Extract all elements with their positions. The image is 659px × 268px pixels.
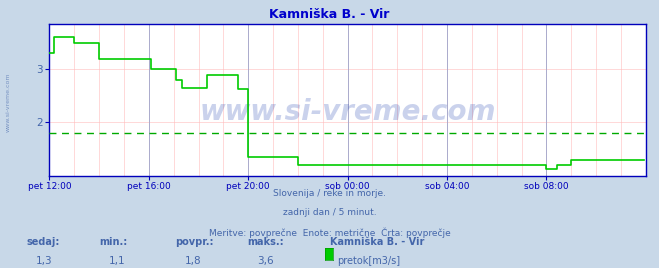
Text: Slovenija / reke in morje.: Slovenija / reke in morje. [273,189,386,198]
Text: Meritve: povprečne  Enote: metrične  Črta: povprečje: Meritve: povprečne Enote: metrične Črta:… [209,228,450,238]
Text: min.:: min.: [99,237,127,247]
Text: zadnji dan / 5 minut.: zadnji dan / 5 minut. [283,208,376,217]
Text: Kamniška B. - Vir: Kamniška B. - Vir [270,8,389,21]
Text: www.si-vreme.com: www.si-vreme.com [5,72,11,132]
Text: 1,8: 1,8 [185,256,201,266]
Text: Kamniška B. - Vir: Kamniška B. - Vir [330,237,424,247]
Text: 3,6: 3,6 [257,256,273,266]
Text: www.si-vreme.com: www.si-vreme.com [200,98,496,126]
Text: pretok[m3/s]: pretok[m3/s] [337,256,401,266]
Text: 1,1: 1,1 [109,256,125,266]
Text: sedaj:: sedaj: [26,237,60,247]
Text: 1,3: 1,3 [36,256,53,266]
Text: povpr.:: povpr.: [175,237,213,247]
Text: maks.:: maks.: [247,237,284,247]
